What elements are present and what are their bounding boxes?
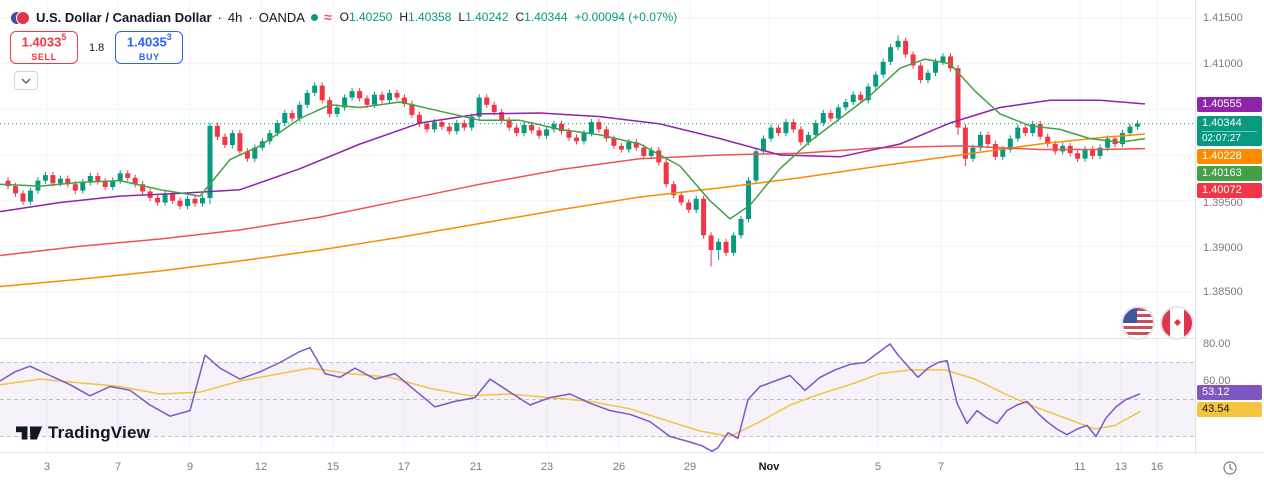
trade-panel: 1.40335 SELL 1.8 1.40353 BUY [10,31,184,64]
ohlc-readout: O1.40250 H1.40358 L1.40242 C1.40344 +0.0… [340,10,678,24]
buy-price-fraction: 3 [166,31,172,42]
time-axis-label: Nov [758,461,780,473]
exchange-label[interactable]: OANDA [258,9,305,25]
close-label: C [515,10,525,24]
chevron-down-icon [21,78,31,84]
symbol-pair-logo-icon [10,7,30,27]
price-axis-label: 60.00 [1203,375,1231,387]
tradingview-logo[interactable]: TradingView [16,421,150,445]
pane-separator[interactable] [0,338,1196,339]
high-value: 1.40358 [408,10,452,24]
symbol-title[interactable]: U.S. Dollar / Canadian Dollar [36,9,212,25]
close-value: 1.40344 [524,10,568,24]
time-axis-label: 26 [612,461,626,473]
time-axis-label: 15 [326,461,340,473]
sell-button-label: SELL [31,52,57,63]
collapse-panel-button[interactable] [14,71,38,90]
open-value: 1.40250 [348,10,393,24]
time-axis-label: 5 [874,461,882,473]
price-tag: 53.12 [1197,385,1262,400]
market-open-dot-icon [310,13,318,21]
time-axis-label: 11 [1074,461,1086,473]
time-axis-label: 9 [186,461,194,473]
price-axis-label: 80.00 [1203,338,1231,350]
time-axis-label: 12 [254,461,268,473]
price-tag: 1.40163 [1197,166,1262,181]
time-axis-label: 16 [1150,461,1164,473]
buy-button-label: BUY [138,52,160,63]
price-tag: 1.40555 [1197,97,1262,112]
canada-flag-icon [1160,306,1194,340]
price-tag: 1.40228 [1197,149,1262,164]
price-axis-label: 1.39000 [1203,242,1243,254]
sell-price-fraction: 5 [61,31,67,42]
bar-countdown: 02:07:27 [1202,131,1257,146]
time-axis-label: 7 [937,461,945,473]
time-axis-label: 7 [114,461,122,473]
buy-button[interactable]: 1.40353 BUY [115,31,184,64]
buy-price: 1.4035 [126,34,167,50]
us-flag-icon [1121,306,1155,340]
price-tag: 1.40072 [1197,183,1262,198]
price-axis-label: 1.38500 [1203,286,1243,298]
change-value: +0.00094 (+0.07%) [574,10,678,24]
price-tag: 43.54 [1197,402,1262,417]
approximate-data-icon: ≈ [323,9,332,25]
main-chart-canvas[interactable] [0,0,1196,338]
time-axis-label: 17 [397,461,411,473]
timezone-clock-icon[interactable] [1222,460,1238,476]
time-axis-label: 21 [469,461,483,473]
time-axis-label: 29 [683,461,697,473]
price-tag: 1.40344 02:07:27 [1197,116,1262,146]
time-axis-label: 23 [540,461,554,473]
low-value: 1.40242 [465,10,509,24]
price-axis-label: 1.41000 [1203,58,1243,70]
sell-price: 1.4033 [21,34,62,50]
time-axis-label: 3 [43,461,51,473]
time-axis[interactable]: 3 7 9 12 15 17 21 23 26 29 Nov 5 7 11 13 16 [0,452,1264,482]
time-axis-label: 13 [1114,461,1128,473]
low-label: L [458,10,466,24]
open-label: O [339,10,349,24]
tradingview-logo-text: TradingView [48,423,151,442]
header-separator: · [248,9,253,25]
rsi-chart-canvas[interactable] [0,339,1196,452]
price-axis-label: 1.39500 [1203,197,1243,209]
price-axis-label: 1.41500 [1203,12,1243,24]
header-separator: · [217,9,222,25]
high-label: H [399,10,409,24]
price-axis[interactable]: 1.41500 1.41000 1.39500 1.39000 1.38500 80.00… [1195,0,1264,452]
symbol-header: U.S. Dollar / Canadian Dollar · 4h · OAN… [10,7,677,27]
sell-button[interactable]: 1.40335 SELL [10,31,78,64]
tradingview-logo-mark-icon [16,426,43,440]
spread-value: 1.8 [89,41,105,54]
interval-label[interactable]: 4h [227,9,243,25]
